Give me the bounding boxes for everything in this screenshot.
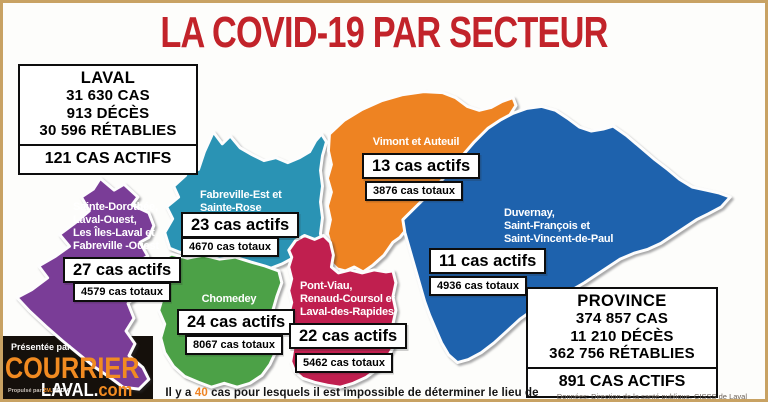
- logo-laval-text: LAVAL.: [41, 380, 99, 400]
- sector-label-line: Sainte-Dorothée,: [73, 201, 158, 213]
- sector-label-line: Sainte-Rose: [200, 202, 262, 214]
- courrier-laval-logo: COURRIER: [5, 352, 140, 385]
- sector-label-line: Laval-des-Rapides: [300, 306, 394, 318]
- active-cases-badge-chomedey: 24 cas actifs: [177, 309, 296, 335]
- laval-summary-box: LAVAL 31 630 CAS 913 DÉCÈS 30 596 RÉTABL…: [18, 64, 198, 175]
- active-cases-badge-pont-viau: 22 cas actifs: [289, 323, 408, 349]
- province-summary-title: PROVINCE: [577, 292, 667, 310]
- sector-label-pont-viau: Pont-Viau, Renaud-Coursol et Laval-des-R…: [300, 280, 395, 319]
- laval-summary-title: LAVAL: [80, 69, 136, 87]
- courrier-laval-logo-domain: LAVAL.com: [41, 381, 132, 399]
- province-cases-row: 374 857 CAS: [575, 310, 669, 327]
- sector-label-line: Fabreville-Est et: [200, 189, 282, 201]
- province-active-cases-row: 891 CAS ACTIFS: [528, 366, 716, 396]
- sector-label-chomedey: Chomedey: [173, 293, 285, 306]
- sector-label-line: Pont-Viau,: [300, 280, 353, 292]
- powered-2m-text: 2M.: [43, 388, 53, 394]
- laval-sector-map: [15, 90, 732, 391]
- laval-recovered-row: 30 596 RÉTABLIES: [39, 122, 177, 139]
- total-cases-badge-vimont-auteuil: 3876 cas totaux: [365, 181, 463, 201]
- logo-com-text: com: [98, 380, 133, 400]
- sector-label-vimont-auteuil: Vimont et Auteuil: [361, 136, 471, 149]
- laval-deaths-row: 913 DÉCÈS: [66, 104, 150, 122]
- province-summary-box: PROVINCE 374 857 CAS 11 210 DÉCÈS 362 75…: [526, 287, 718, 398]
- footnote-prefix: Il y a: [165, 387, 195, 399]
- province-recovered-row: 362 756 RÉTABLIES: [549, 345, 695, 362]
- presented-by-label: Présentée par: [11, 342, 71, 352]
- total-cases-badge-sainte-dorothee: 4579 cas totaux: [73, 282, 171, 302]
- footnote-number: 40: [194, 387, 208, 399]
- powered-media-text: MEDIA: [52, 388, 71, 394]
- sector-label-line: Les Îles-Laval et: [73, 227, 155, 239]
- total-cases-badge-duvernay: 4936 cas totaux: [429, 276, 527, 296]
- footnote-unassigned-cases: Il y a 40 cas pour lesquels il est impos…: [148, 387, 556, 399]
- active-cases-badge-vimont-auteuil: 13 cas actifs: [362, 153, 481, 179]
- sector-label-line: Laval-Ouest,: [73, 214, 137, 226]
- active-cases-badge-duvernay: 11 cas actifs: [429, 248, 547, 274]
- laval-cases-row: 31 630 CAS: [66, 87, 150, 104]
- active-cases-badge-fabreville-est: 23 cas actifs: [181, 212, 300, 238]
- powered-prefix: Propulsé par: [8, 388, 44, 394]
- sector-label-line: Saint-Vincent-de-Paul: [504, 233, 614, 245]
- total-cases-badge-chomedey: 8067 cas totaux: [185, 335, 283, 355]
- sector-label-fabreville-est: Fabreville-Est et Sainte-Rose: [200, 189, 282, 215]
- powered-by-label: Propulsé par 2M.MEDIA: [8, 388, 70, 394]
- laval-active-cases-row: 121 CAS ACTIFS: [20, 143, 196, 173]
- page-title: LA COVID-19 PAR SECTEUR: [160, 8, 608, 57]
- footnote-suffix: cas pour lesquels il est impossible de d…: [211, 387, 539, 399]
- sector-label-sainte-dorothee: Sainte-Dorothée, Laval-Ouest, Les Îles-L…: [73, 201, 159, 253]
- active-cases-badge-sainte-dorothee: 27 cas actifs: [63, 257, 182, 283]
- province-deaths-row: 11 210 DÉCÈS: [570, 327, 674, 345]
- total-cases-badge-fabreville-est: 4670 cas totaux: [181, 237, 279, 257]
- total-cases-badge-pont-viau: 5462 cas totaux: [295, 353, 393, 373]
- sector-label-line: Renaud-Coursol et: [300, 293, 395, 305]
- sector-shape-duvernay: [401, 104, 732, 365]
- sector-label-line: Chomedey: [201, 293, 257, 305]
- sector-label-duvernay: Duvernay, Saint-François et Saint-Vincen…: [504, 207, 613, 246]
- sector-label-line: Fabreville -Ouest: [73, 240, 159, 252]
- data-source-note: Données: Direction de la santé publique,…: [556, 392, 747, 401]
- sector-label-line: Vimont et Auteuil: [372, 136, 460, 148]
- sector-label-line: Duvernay,: [504, 207, 555, 219]
- sector-label-line: Saint-François et: [504, 220, 590, 232]
